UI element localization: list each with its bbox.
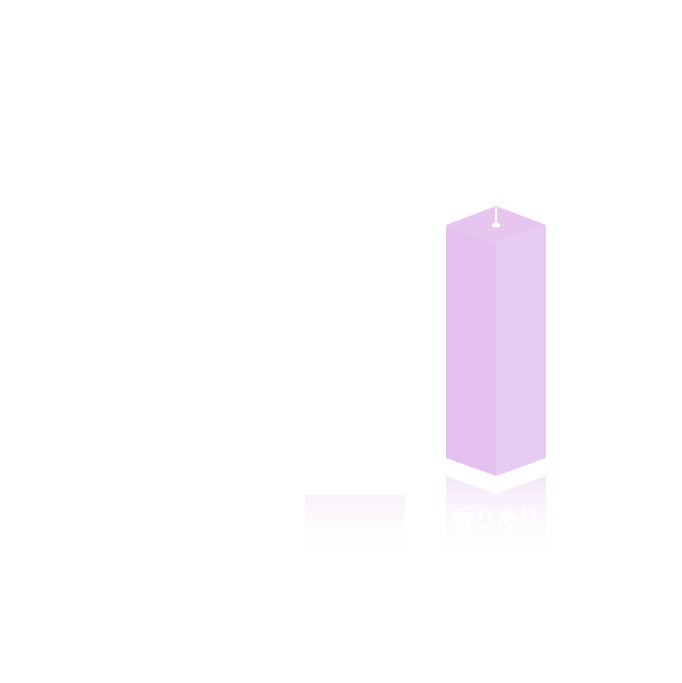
candle-right-face <box>496 225 546 476</box>
candle-reflection <box>446 476 546 565</box>
candle-left-face <box>446 225 496 476</box>
wick-base <box>492 222 500 228</box>
reflection-left <box>305 495 405 565</box>
badge-text: 香りあり <box>452 507 540 532</box>
candle <box>446 206 546 476</box>
